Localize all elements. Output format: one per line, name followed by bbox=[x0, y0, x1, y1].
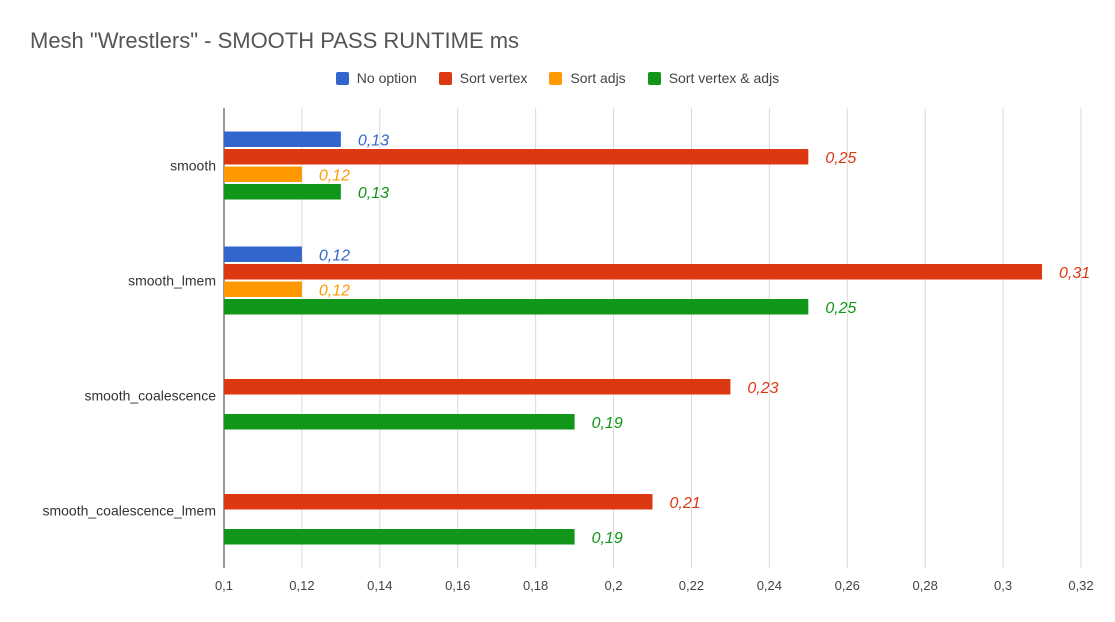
data-label: 0,25 bbox=[825, 300, 856, 317]
bar bbox=[224, 166, 302, 182]
category-label: smooth_lmem bbox=[128, 273, 216, 289]
x-tick-label: 0,24 bbox=[757, 578, 782, 593]
legend-swatch bbox=[647, 71, 661, 85]
bar bbox=[224, 494, 653, 510]
legend-label: Sort vertex bbox=[459, 70, 528, 86]
bar bbox=[224, 379, 731, 395]
x-tick-label: 0,28 bbox=[913, 578, 938, 593]
data-label: 0,25 bbox=[825, 150, 856, 167]
legend-label: Sort adjs bbox=[570, 70, 626, 86]
x-tick-label: 0,14 bbox=[367, 578, 392, 593]
legend: No option Sort vertex Sort adjs Sort vertex… bbox=[0, 70, 1115, 86]
chart-title: Mesh "Wrestlers" - SMOOTH PASS RUNTIME m… bbox=[30, 28, 520, 53]
data-label: 0,13 bbox=[358, 185, 389, 202]
legend-item: Sort vertex bbox=[438, 70, 528, 86]
x-tick-label: 0,16 bbox=[445, 578, 470, 593]
data-label: 0,31 bbox=[1059, 265, 1090, 282]
x-tick-label: 0,26 bbox=[835, 578, 860, 593]
bar bbox=[224, 131, 341, 147]
legend-item: Sort adjs bbox=[549, 70, 626, 86]
x-tick-label: 0,32 bbox=[1068, 578, 1093, 593]
data-label: 0,19 bbox=[592, 530, 623, 547]
legend-swatch bbox=[335, 71, 349, 85]
x-tick-label: 0,18 bbox=[523, 578, 548, 593]
x-tick-label: 0,22 bbox=[679, 578, 704, 593]
legend-label: No option bbox=[356, 70, 417, 86]
bar bbox=[224, 149, 809, 165]
data-label: 0,12 bbox=[319, 247, 350, 264]
bar bbox=[224, 264, 1043, 280]
data-label: 0,12 bbox=[319, 282, 350, 299]
bar bbox=[224, 529, 575, 545]
bar bbox=[224, 246, 302, 262]
category-label: smooth_coalescence_lmem bbox=[42, 503, 216, 519]
x-tick-label: 0,1 bbox=[215, 578, 233, 593]
data-label: 0,13 bbox=[358, 132, 389, 149]
data-label: 0,23 bbox=[747, 380, 778, 397]
legend-label: Sort vertex & adjs bbox=[668, 70, 780, 86]
bar bbox=[224, 281, 302, 297]
bar bbox=[224, 414, 575, 430]
x-tick-label: 0,3 bbox=[994, 578, 1012, 593]
category-label: smooth_coalescence bbox=[84, 388, 216, 404]
legend-item: No option bbox=[335, 70, 417, 86]
x-tick-label: 0,12 bbox=[289, 578, 314, 593]
legend-swatch bbox=[549, 71, 563, 85]
data-label: 0,21 bbox=[670, 495, 701, 512]
bar bbox=[224, 184, 341, 200]
legend-swatch bbox=[438, 71, 452, 85]
data-label: 0,19 bbox=[592, 415, 623, 432]
category-label: smooth bbox=[170, 158, 216, 174]
data-label: 0,12 bbox=[319, 167, 350, 184]
legend-item: Sort vertex & adjs bbox=[647, 70, 780, 86]
bar bbox=[224, 299, 809, 315]
x-tick-label: 0,2 bbox=[605, 578, 623, 593]
